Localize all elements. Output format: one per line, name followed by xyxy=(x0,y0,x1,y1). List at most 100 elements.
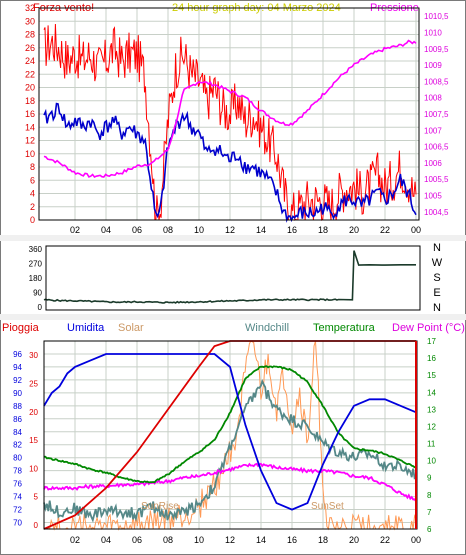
panel3-series xyxy=(43,340,417,531)
wind-tick-label: 20 xyxy=(25,83,35,93)
temperature-tick-label: 12 xyxy=(427,422,436,431)
humidity-tick-label: 76 xyxy=(13,480,22,489)
temperature-tick-label: 16 xyxy=(427,354,436,363)
compass-label: N xyxy=(433,242,441,254)
wind-tick-label: 16 xyxy=(25,109,35,119)
pressure-tick-label: 1010 xyxy=(424,28,442,37)
humidity-tick-label: 90 xyxy=(13,389,22,398)
wind-tick-label: 24 xyxy=(25,56,35,66)
panel1-x-tick-label: 18 xyxy=(318,225,328,235)
wind-tick-label: 0 xyxy=(30,215,35,225)
humidity-tick-label: 78 xyxy=(13,467,22,476)
panel1-x-tick-label: 20 xyxy=(349,225,359,235)
temperature-tick-label: 10 xyxy=(427,457,436,466)
panel3-x-tick-label: 12 xyxy=(225,535,235,545)
solar-line xyxy=(44,340,417,531)
pressure-tick-label: 1007,5 xyxy=(424,110,449,119)
pressure-tick-label: 1005,5 xyxy=(424,175,449,184)
wind-tick-label: 26 xyxy=(25,43,35,53)
panel3-x-tick-label: 04 xyxy=(101,535,111,545)
panel1-x-tick-label: 10 xyxy=(194,225,204,235)
panel3-x-tick-label: 00 xyxy=(411,535,421,545)
panel3-inner-ticks: 0 5 10 15 20 25 30 xyxy=(29,351,38,530)
legend-umidita: Umidita xyxy=(67,322,105,334)
temperature-tick-label: 7 xyxy=(427,508,432,517)
compass-label: S xyxy=(433,272,440,284)
wind-tick-label: 2 xyxy=(30,202,35,212)
panel1-series xyxy=(43,23,417,223)
wind-tick-label: 12 xyxy=(25,136,35,146)
humidity-tick-label: 96 xyxy=(13,350,22,359)
humidity-tick-label: 72 xyxy=(13,506,22,515)
panel1-x-tick-label: 22 xyxy=(380,225,390,235)
sunrise-label: SunRise xyxy=(141,501,179,512)
humidity-tick-label: 86 xyxy=(13,415,22,424)
humidity-tick-label: 74 xyxy=(13,493,22,502)
rain-tick-label: 0 xyxy=(34,521,39,530)
wind-tick-label: 32 xyxy=(25,3,35,13)
wind-tick-label: 8 xyxy=(30,162,35,172)
rain-tick-label: 5 xyxy=(34,493,39,502)
compass-label: W xyxy=(432,257,443,269)
legend-pioggia: Pioggia xyxy=(2,322,40,334)
rain-tick-label: 30 xyxy=(29,351,38,360)
panel1-x-tick-label: 04 xyxy=(101,225,111,235)
panel3-x-tick-label: 14 xyxy=(256,535,266,545)
panel3-x-tick-label: 02 xyxy=(70,535,80,545)
wind-tick-label: 10 xyxy=(25,149,35,159)
rain-tick-label: 20 xyxy=(29,408,38,417)
temperature-tick-label: 13 xyxy=(427,405,436,414)
temperature-tick-label: 8 xyxy=(427,491,432,500)
panel2-frame xyxy=(45,245,421,311)
pressure-tick-label: 1007 xyxy=(424,126,442,135)
wind-tick-label: 30 xyxy=(25,16,35,26)
rain-tick-label: 25 xyxy=(29,380,38,389)
compass-label: N xyxy=(433,302,441,314)
wind-gust-line xyxy=(43,23,417,222)
panel3-x-tick-label: 08 xyxy=(163,535,173,545)
legend-windchill: Windchill xyxy=(245,322,289,334)
temperature-tick-label: 11 xyxy=(427,440,436,449)
pressure-tick-label: 1005 xyxy=(424,192,442,201)
panel1-x-tick-label: 08 xyxy=(163,225,173,235)
panel3-x-ticks: 02 04 06 08 10 12 14 16 18 20 22 00 xyxy=(70,535,421,545)
rain-line xyxy=(43,340,416,530)
panel3-x-tick-label: 18 xyxy=(318,535,328,545)
sunset-label: SunSet xyxy=(311,501,344,512)
direction-degree-tick: 0 xyxy=(38,303,43,312)
panel3-left-ticks: 70 72 74 76 78 80 82 84 86 88 90 92 94 96 xyxy=(13,350,22,528)
panel3-x-tick-label: 06 xyxy=(132,535,142,545)
pressure-tick-label: 1008,5 xyxy=(424,77,449,86)
pressure-tick-label: 1006,5 xyxy=(424,143,449,152)
panel2-series xyxy=(43,250,416,304)
humidity-line xyxy=(43,353,417,511)
wind-tick-label: 6 xyxy=(30,175,35,185)
legend-temperatura: Temperatura xyxy=(313,322,376,334)
humidity-tick-label: 70 xyxy=(13,519,22,528)
separator-band-2 xyxy=(0,314,466,320)
panel3-right-ticks: 6 7 8 9 10 11 12 13 14 15 16 17 xyxy=(427,337,436,534)
direction-degree-tick: 270 xyxy=(29,260,43,269)
pressure-line xyxy=(43,39,417,178)
panel1-x-tick-label: 14 xyxy=(256,225,266,235)
panel3-x-tick-label: 16 xyxy=(287,535,297,545)
panel2-left-ticks: 0 90 180 270 360 xyxy=(29,245,43,312)
pressure-tick-label: 1009 xyxy=(424,61,442,70)
panel3-x-tick-label: 20 xyxy=(349,535,359,545)
humidity-tick-label: 80 xyxy=(13,454,22,463)
pressure-tick-label: 1004,5 xyxy=(424,208,449,217)
windchill-line xyxy=(43,378,417,523)
panel3-x-tick-label: 22 xyxy=(380,535,390,545)
temperature-tick-label: 6 xyxy=(427,525,432,534)
wind-direction-line xyxy=(43,250,416,304)
pressure-tick-label: 1010,5 xyxy=(424,12,449,21)
panel1-x-tick-label: 00 xyxy=(411,225,421,235)
direction-degree-tick: 360 xyxy=(29,245,43,254)
separator-band-1 xyxy=(0,235,466,241)
humidity-tick-label: 82 xyxy=(13,441,22,450)
panel1-x-tick-label: 06 xyxy=(132,225,142,235)
